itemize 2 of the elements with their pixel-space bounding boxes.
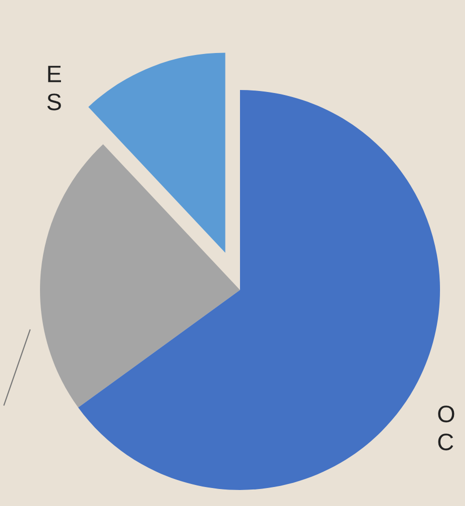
slice-label: E S (47, 66, 61, 110)
slice-label: O C (438, 406, 454, 450)
